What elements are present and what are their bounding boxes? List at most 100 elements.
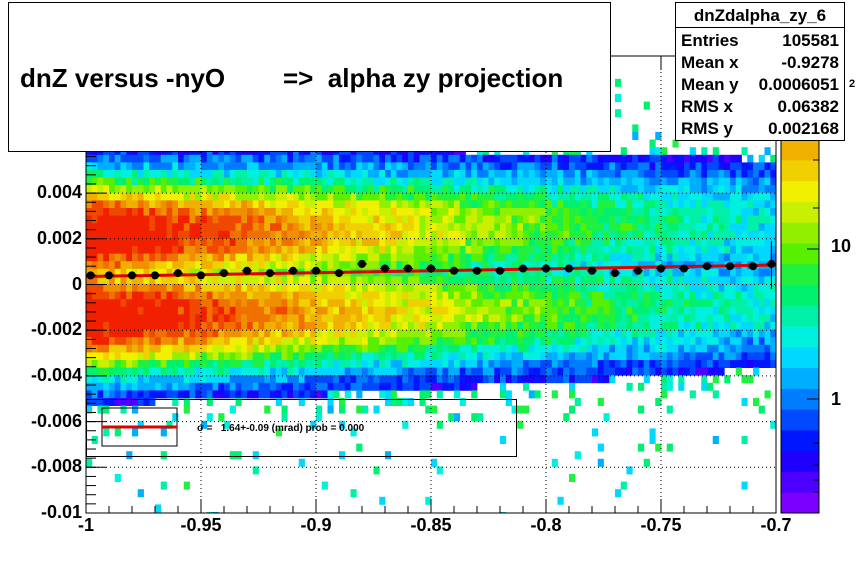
heatmap-cell bbox=[724, 246, 731, 254]
heatmap-cell bbox=[569, 253, 576, 262]
heatmap-cell bbox=[379, 382, 386, 391]
heatmap-cell bbox=[155, 329, 162, 338]
heatmap-cell bbox=[724, 185, 731, 194]
heatmap-cell bbox=[592, 162, 599, 171]
heatmap-cell bbox=[155, 177, 162, 186]
heatmap-cell bbox=[603, 329, 610, 338]
heatmap-cell bbox=[189, 192, 196, 201]
heatmap-cell bbox=[172, 185, 179, 194]
heatmap-cell bbox=[655, 223, 662, 232]
heatmap-cell bbox=[201, 382, 208, 391]
heatmap-cell bbox=[511, 268, 518, 277]
heatmap-cell bbox=[86, 162, 93, 171]
heatmap-cell bbox=[310, 329, 317, 338]
heatmap-cell bbox=[178, 329, 185, 338]
heatmap-cell bbox=[390, 337, 397, 346]
heatmap-cell bbox=[753, 246, 760, 254]
heatmap-cell bbox=[367, 223, 374, 232]
heatmap-cell bbox=[741, 253, 748, 262]
heatmap-cell bbox=[672, 367, 679, 376]
heatmap-cell bbox=[310, 261, 317, 270]
heatmap-cell bbox=[477, 299, 484, 308]
heatmap-cell bbox=[350, 238, 357, 247]
heatmap-cell bbox=[592, 200, 599, 209]
heatmap-cell bbox=[373, 177, 380, 186]
heatmap-cell bbox=[569, 200, 576, 209]
heatmap-cell bbox=[189, 382, 196, 391]
heatmap-cell bbox=[120, 398, 127, 406]
heatmap-cell bbox=[500, 162, 507, 171]
heatmap-cell bbox=[557, 185, 564, 194]
heatmap-cell bbox=[206, 299, 213, 308]
heatmap-cell bbox=[224, 208, 231, 216]
heatmap-cell bbox=[689, 208, 696, 216]
heatmap-cell bbox=[758, 337, 765, 346]
heatmap-cell bbox=[465, 284, 472, 292]
heatmap-cell bbox=[408, 268, 415, 277]
heatmap-cell bbox=[206, 337, 213, 346]
heatmap-cell bbox=[264, 352, 271, 361]
heatmap-cell bbox=[465, 322, 472, 330]
heatmap-cell bbox=[396, 284, 403, 292]
heatmap-cell bbox=[747, 344, 754, 353]
heatmap-cell bbox=[465, 299, 472, 308]
heatmap-cell bbox=[500, 337, 507, 346]
heatmap-cell bbox=[764, 352, 771, 361]
heatmap-cell bbox=[546, 367, 553, 376]
heatmap-cell bbox=[643, 215, 650, 224]
heatmap-cell bbox=[678, 200, 685, 209]
heatmap-cell bbox=[195, 208, 202, 216]
heatmap-cell bbox=[609, 291, 616, 300]
heatmap-cell bbox=[695, 291, 702, 300]
heatmap-cell bbox=[109, 154, 116, 163]
heatmap-cell bbox=[551, 329, 558, 338]
heatmap-cell bbox=[408, 352, 415, 361]
heatmap-cell bbox=[235, 253, 242, 262]
heatmap-cell bbox=[620, 276, 627, 285]
heatmap-cell bbox=[132, 261, 139, 270]
heatmap-cell bbox=[528, 337, 535, 346]
heatmap-cell bbox=[304, 170, 311, 178]
heatmap-cell bbox=[701, 329, 708, 338]
heatmap-cell bbox=[339, 314, 346, 323]
heatmap-cell bbox=[488, 200, 495, 209]
heatmap-cell bbox=[143, 200, 150, 209]
heatmap-cell bbox=[258, 230, 265, 239]
heatmap-cell bbox=[206, 261, 213, 270]
heatmap-cell bbox=[661, 291, 668, 300]
heatmap-cell bbox=[684, 299, 691, 308]
heatmap-cell bbox=[517, 246, 524, 254]
heatmap-cell bbox=[287, 208, 294, 216]
heatmap-cell bbox=[442, 253, 449, 262]
heatmap-cell bbox=[758, 215, 765, 224]
heatmap-cell bbox=[666, 352, 673, 361]
heatmap-cell bbox=[183, 261, 190, 270]
heatmap-cell bbox=[155, 299, 162, 308]
heatmap-cell bbox=[143, 329, 150, 338]
heatmap-cell bbox=[747, 276, 754, 285]
heatmap-cell bbox=[574, 208, 581, 216]
heatmap-cell bbox=[425, 367, 432, 376]
heatmap-cell bbox=[258, 223, 265, 232]
heatmap-cell bbox=[431, 306, 438, 315]
heatmap-cell bbox=[413, 314, 420, 323]
heatmap-cell bbox=[109, 268, 116, 277]
heatmap-cell bbox=[109, 223, 116, 232]
heatmap-cell bbox=[448, 208, 455, 216]
heatmap-cell bbox=[620, 367, 627, 376]
heatmap-cell bbox=[574, 352, 581, 361]
heatmap-cell bbox=[155, 276, 162, 285]
heatmap-cell bbox=[511, 276, 518, 285]
heatmap-cell bbox=[132, 337, 139, 346]
heatmap-cell bbox=[97, 390, 104, 399]
heatmap-cell bbox=[419, 154, 426, 163]
heatmap-cell bbox=[626, 466, 633, 475]
heatmap-cell bbox=[206, 238, 213, 247]
stats-value: 105581 bbox=[782, 31, 839, 50]
heatmap-cell bbox=[586, 337, 593, 346]
heatmap-cell bbox=[178, 246, 185, 254]
heatmap-cell bbox=[390, 154, 397, 163]
heatmap-cell bbox=[247, 367, 254, 376]
heatmap-cell bbox=[132, 367, 139, 376]
heatmap-cell bbox=[385, 291, 392, 300]
